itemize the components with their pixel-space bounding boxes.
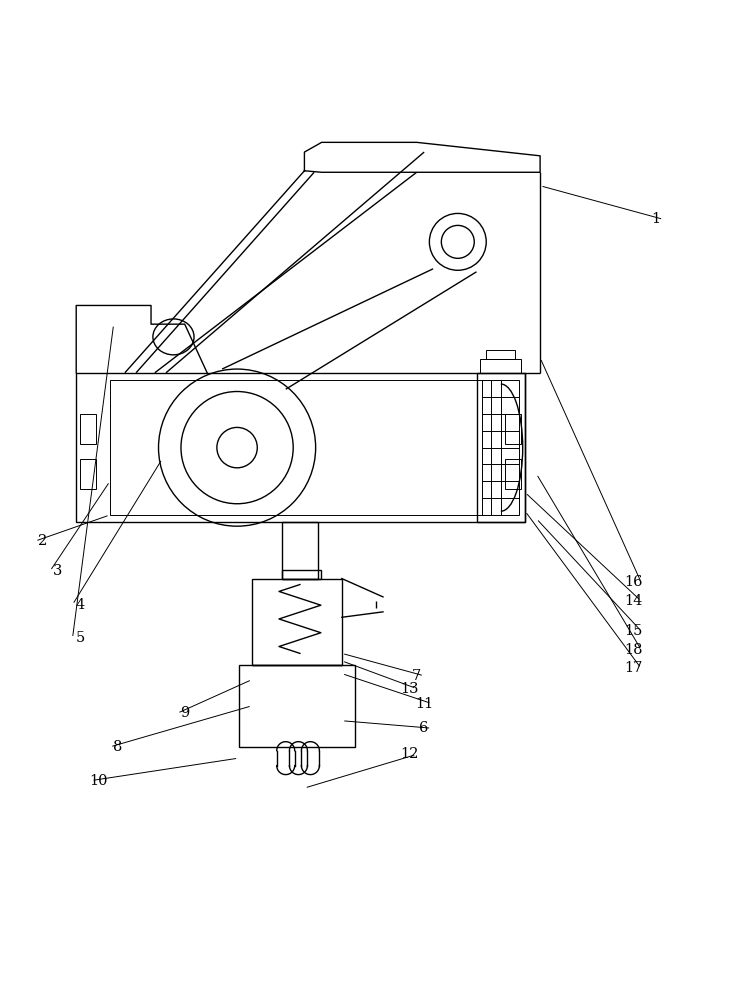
Text: 11: 11 — [415, 697, 433, 711]
Bar — [505, 459, 521, 489]
Bar — [282, 522, 318, 579]
Text: 18: 18 — [624, 643, 643, 657]
Text: 10: 10 — [89, 774, 108, 788]
Bar — [477, 373, 525, 522]
Bar — [80, 459, 96, 489]
Text: 6: 6 — [420, 721, 429, 735]
Bar — [80, 414, 96, 444]
Bar — [282, 570, 321, 579]
Bar — [482, 380, 519, 515]
Text: 17: 17 — [624, 661, 643, 675]
Text: 4: 4 — [75, 598, 85, 612]
Bar — [486, 350, 515, 359]
Text: 9: 9 — [180, 706, 189, 720]
Text: 12: 12 — [400, 747, 418, 761]
Bar — [252, 579, 342, 665]
Bar — [239, 665, 355, 747]
Text: 3: 3 — [53, 564, 62, 578]
Text: 14: 14 — [624, 594, 643, 608]
Bar — [76, 373, 525, 522]
Text: 5: 5 — [75, 631, 85, 645]
Text: 16: 16 — [624, 575, 643, 589]
Bar — [110, 380, 491, 515]
Text: 13: 13 — [400, 682, 418, 696]
Text: 8: 8 — [113, 740, 122, 754]
Text: 15: 15 — [624, 624, 643, 638]
Bar — [505, 414, 521, 444]
Bar — [480, 359, 521, 373]
Text: 7: 7 — [412, 669, 421, 683]
Text: 1: 1 — [652, 212, 661, 226]
Text: 2: 2 — [38, 534, 47, 548]
